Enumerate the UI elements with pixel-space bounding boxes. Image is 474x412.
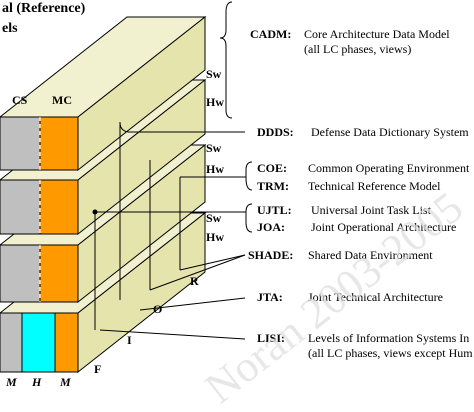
description: Joint Operational Architecture [311, 220, 456, 234]
layer-label: Hw [206, 230, 224, 244]
axis-letter: F [94, 362, 101, 376]
abbr: COE: [257, 161, 287, 175]
abbr: UJTL: [257, 203, 292, 217]
leader-lines [92, 1, 253, 340]
front-face [0, 244, 41, 303]
front-face [54, 312, 79, 373]
axis-letter: I [127, 333, 132, 347]
abbr: CADM: [250, 27, 291, 41]
abbr: LISI: [257, 331, 285, 345]
description: Defense Data Dictionary System [311, 125, 469, 139]
description: Joint Technical Architecture [308, 290, 443, 304]
front-face [0, 116, 41, 171]
layer-blocks [0, 15, 207, 374]
bottom-letter: M [5, 375, 17, 389]
description: Technical Reference Model [308, 179, 441, 193]
description: Core Architecture Data Model [304, 27, 450, 41]
front-face [39, 244, 79, 303]
bottom-letter: M [59, 375, 71, 389]
description: Levels of Information Systems In [308, 331, 469, 345]
axis-letter: R [190, 274, 199, 288]
abbr: JOA: [257, 220, 285, 234]
front-face [0, 179, 41, 235]
layer-label: Hw [206, 95, 224, 109]
title-line: al (Reference) [2, 1, 86, 16]
description: Universal Joint Task List [311, 203, 432, 217]
axis-letter: O [153, 302, 162, 316]
abbr: JTA: [257, 290, 283, 304]
layer-label: Hw [206, 162, 224, 176]
description: Shared Data Environment [308, 248, 433, 262]
definitions: CADM: Core Architecture Data Model (all … [248, 27, 473, 360]
face-label: MC [52, 93, 72, 107]
front-face [39, 116, 79, 171]
abbr: TRM: [257, 179, 289, 193]
description: (all LC phases, views except Hum [308, 346, 473, 360]
bottom-letter: H [31, 375, 42, 389]
title-line: els [2, 21, 18, 36]
layer-label: Sw [206, 67, 222, 81]
front-face [21, 312, 56, 373]
abbr: DDDS: [257, 125, 294, 139]
front-face [0, 312, 23, 373]
abbr: SHADE: [248, 248, 293, 262]
layer-label: Sw [206, 141, 222, 155]
face-label: CS [12, 93, 28, 107]
description: Common Operating Environment [308, 161, 470, 175]
layer-label: Sw [206, 211, 222, 225]
description: (all LC phases, views) [304, 42, 411, 56]
front-face [39, 179, 79, 235]
